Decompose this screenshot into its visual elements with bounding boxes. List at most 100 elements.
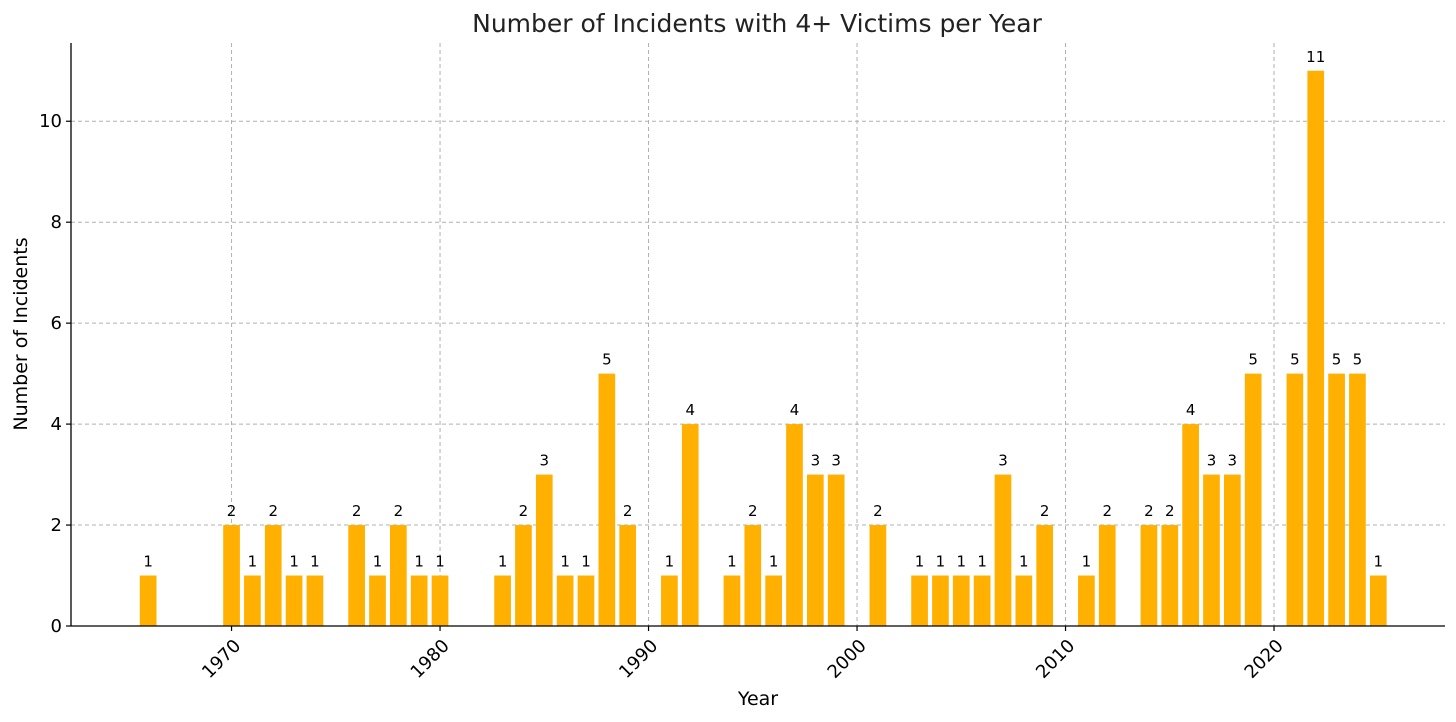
bar <box>390 525 407 626</box>
bar <box>1161 525 1179 626</box>
bar-value-label: 2 <box>1040 502 1050 520</box>
bar <box>1286 373 1304 626</box>
bar-value-label: 1 <box>936 553 946 571</box>
bar <box>1203 474 1220 626</box>
bar <box>911 575 928 626</box>
bar-value-label: 2 <box>227 502 237 520</box>
bar <box>577 575 595 626</box>
bar-value-label: 1 <box>143 553 153 571</box>
y-tick-label: 8 <box>51 212 62 233</box>
x-tick-label: 1990 <box>615 635 662 682</box>
bar <box>1182 424 1199 626</box>
bar <box>619 525 637 626</box>
x-axis-title: Year <box>737 688 778 710</box>
bar-value-label: 1 <box>769 553 779 571</box>
bar <box>869 525 887 626</box>
bar <box>932 575 949 626</box>
bar-value-label: 1 <box>581 553 591 571</box>
bar-value-label: 1 <box>915 553 925 571</box>
bar <box>973 575 991 626</box>
x-ticks: 1970 1980 1990 2000 2010 2020 <box>198 626 1288 683</box>
bar-value-label: 2 <box>268 502 278 520</box>
bar <box>348 525 365 626</box>
bar <box>1015 575 1033 626</box>
x-tick-label: 1970 <box>198 635 245 682</box>
bar <box>744 525 762 626</box>
bar-value-label: 2 <box>748 502 758 520</box>
bar <box>264 525 282 626</box>
bar <box>681 424 699 626</box>
bar <box>1223 474 1241 626</box>
x-tick-label: 2020 <box>1241 635 1288 682</box>
y-tick-label: 4 <box>51 414 62 435</box>
x-tick-label: 1980 <box>407 635 454 682</box>
bar <box>1244 373 1262 626</box>
y-ticks: 0 2 4 6 8 10 <box>39 111 71 637</box>
bar-value-label: 2 <box>519 502 529 520</box>
bar-value-label: 3 <box>1228 452 1238 470</box>
bar <box>1098 525 1116 626</box>
bar <box>723 575 741 626</box>
y-tick-label: 10 <box>39 111 62 132</box>
bar <box>139 575 157 626</box>
bar-value-label: 1 <box>289 553 299 571</box>
x-tick-label: 2010 <box>1032 635 1079 682</box>
bar-value-label: 1 <box>977 553 987 571</box>
y-tick-label: 0 <box>51 616 62 637</box>
x-tick-label: 2000 <box>824 635 871 682</box>
bar-value-label: 1 <box>665 553 675 571</box>
bar <box>515 525 532 626</box>
chart-title: Number of Incidents with 4+ Victims per … <box>472 9 1042 38</box>
bar-value-label: 2 <box>352 502 362 520</box>
bar <box>1140 525 1158 626</box>
bar-value-label: 1 <box>1082 553 1092 571</box>
bar-value-label: 3 <box>540 452 550 470</box>
bar-value-label: 1 <box>957 553 967 571</box>
bar-value-label: 4 <box>1186 401 1196 419</box>
bar <box>1307 70 1325 626</box>
bar <box>1349 373 1366 626</box>
y-axis-title: Number of Incidents <box>10 237 32 430</box>
bar <box>827 474 845 626</box>
bar <box>285 575 303 626</box>
bar-value-label: 3 <box>811 452 821 470</box>
bar <box>494 575 511 626</box>
bar <box>1036 525 1054 626</box>
bar-value-label: 1 <box>373 553 383 571</box>
bar-value-label: 5 <box>1290 351 1300 369</box>
bar-value-label: 4 <box>685 401 695 419</box>
bar-value-label: 2 <box>1165 502 1175 520</box>
bar-value-label: 2 <box>873 502 883 520</box>
bar-value-label: 2 <box>623 502 633 520</box>
bar <box>661 575 678 626</box>
bar-value-label: 1 <box>310 553 320 571</box>
bar <box>994 474 1012 626</box>
bar-value-label: 3 <box>1207 452 1217 470</box>
bar-value-label: 5 <box>1332 351 1342 369</box>
bar-value-label: 3 <box>998 452 1008 470</box>
bar <box>1369 575 1387 626</box>
bar-value-label: 5 <box>1248 351 1258 369</box>
bar-value-label: 1 <box>727 553 737 571</box>
bar <box>410 575 428 626</box>
bar <box>786 424 803 626</box>
bar <box>431 575 449 626</box>
bar-value-label: 11 <box>1306 48 1325 66</box>
bar-value-label: 1 <box>248 553 258 571</box>
bar <box>244 575 261 626</box>
bar <box>1328 373 1345 626</box>
bar-value-label: 1 <box>414 553 424 571</box>
axes <box>70 43 1445 627</box>
y-tick-label: 6 <box>51 313 62 334</box>
bar-value-label: 3 <box>831 452 841 470</box>
bar <box>556 575 574 626</box>
bar <box>535 474 553 626</box>
y-tick-label: 2 <box>51 515 62 536</box>
bar <box>952 575 970 626</box>
bar <box>369 575 386 626</box>
bar-value-label: 5 <box>1353 351 1363 369</box>
bars <box>139 70 1387 626</box>
